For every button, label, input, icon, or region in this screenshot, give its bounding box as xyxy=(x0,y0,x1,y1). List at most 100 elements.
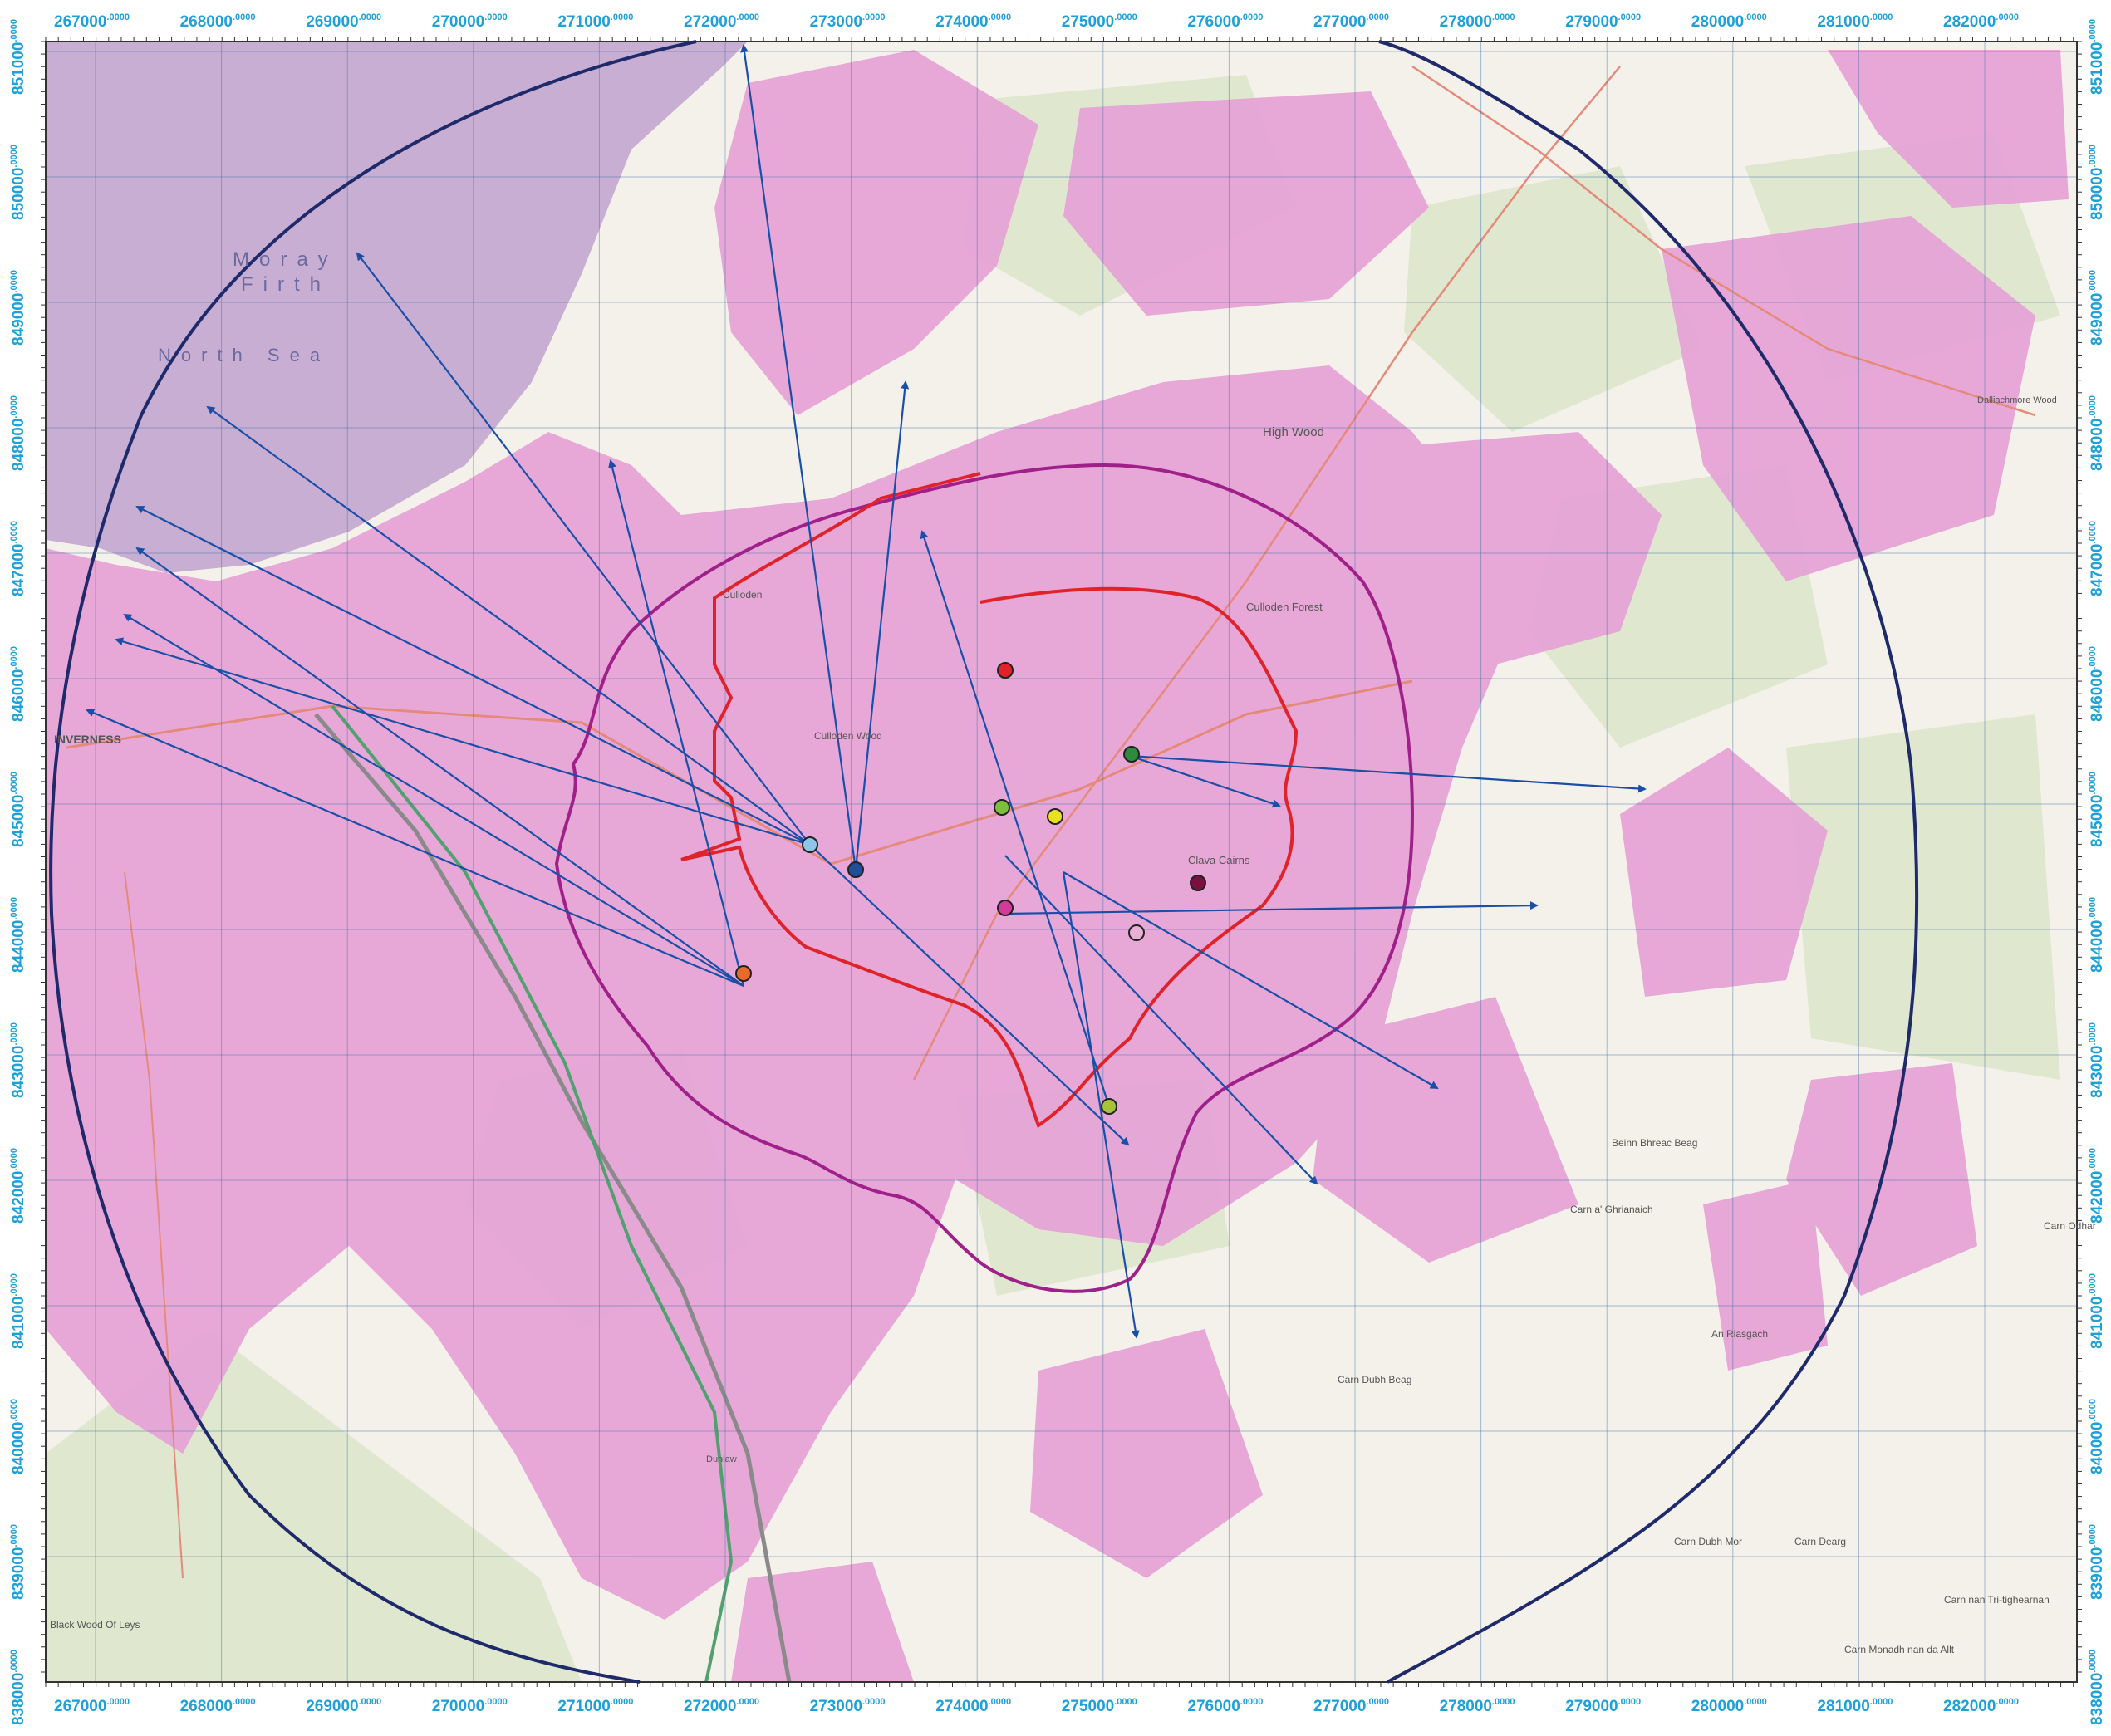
outer-radius-ring xyxy=(49,40,1919,1684)
easting-label-bottom: 282000.0000 xyxy=(1943,1697,2019,1715)
viewpoint-red xyxy=(997,662,1014,679)
label-carn-dubh-beag: Carn Dubh Beag xyxy=(1338,1374,1411,1385)
viewpoint-orange xyxy=(735,965,752,982)
easting-label-bottom: 268000.0000 xyxy=(180,1697,256,1715)
northing-label-right: 838000.0000 xyxy=(2088,1650,2106,1725)
northing-label-left: 838000.0000 xyxy=(9,1650,27,1725)
border-ticks xyxy=(41,37,2082,1687)
label-carn-dearg: Carn Dearg xyxy=(1794,1536,1846,1547)
label-carn-monadh: Carn Monadh nan da Allt xyxy=(1844,1644,1955,1655)
viewpoint-dark-green xyxy=(1123,746,1140,763)
label-carn-dubh-mor: Carn Dubh Mor xyxy=(1674,1536,1742,1547)
easting-label-bottom: 275000.0000 xyxy=(1062,1697,1137,1715)
easting-label-top: 269000.0000 xyxy=(306,12,381,31)
northing-label-right: 843000.0000 xyxy=(2088,1022,2106,1098)
label-beinn-bhreac: Beinn Bhreac Beag xyxy=(1612,1137,1697,1149)
label-high-wood: High Wood xyxy=(1263,425,1324,439)
label-black-wood: Black Wood Of Leys xyxy=(50,1619,140,1631)
easting-label-bottom: 272000.0000 xyxy=(684,1697,759,1715)
label-north-sea: North Sea xyxy=(158,345,330,365)
label-culloden-wood: Culloden Wood xyxy=(814,730,882,742)
easting-label-bottom: 269000.0000 xyxy=(306,1697,381,1715)
northing-label-right: 849000.0000 xyxy=(2088,270,2106,346)
viewpoint-light-pink xyxy=(1128,924,1145,941)
viewpoint-light-blue xyxy=(802,836,818,853)
easting-label-bottom: 274000.0000 xyxy=(935,1697,1011,1715)
easting-label-bottom: 267000.0000 xyxy=(54,1697,130,1715)
northing-label-right: 840000.0000 xyxy=(2088,1399,2106,1474)
easting-label-top: 282000.0000 xyxy=(1943,12,2019,31)
northing-label-left: 841000.0000 xyxy=(9,1273,27,1349)
easting-label-top: 277000.0000 xyxy=(1313,12,1389,31)
sight-lines xyxy=(86,44,1647,1339)
easting-label-bottom: 280000.0000 xyxy=(1691,1697,1767,1715)
easting-label-top: 270000.0000 xyxy=(432,12,508,31)
northing-label-right: 845000.0000 xyxy=(2088,772,2106,847)
viewpoint-markers xyxy=(735,662,1206,1115)
easting-labels-bottom: 267000.0000 268000.0000 269000.0000 270000.… xyxy=(54,1697,2019,1715)
northing-labels-left: 851000.0000 850000.0000 849000.0000 848000.… xyxy=(9,19,27,1725)
easting-label-bottom: 279000.0000 xyxy=(1565,1697,1641,1715)
easting-label-top: 273000.0000 xyxy=(810,12,886,31)
easting-label-top: 268000.0000 xyxy=(180,12,256,31)
easting-label-bottom: 277000.0000 xyxy=(1313,1697,1389,1715)
easting-label-bottom: 271000.0000 xyxy=(557,1697,633,1715)
northing-label-left: 844000.0000 xyxy=(9,897,27,973)
easting-label-top: 275000.0000 xyxy=(1062,12,1137,31)
northing-label-right: 842000.0000 xyxy=(2088,1148,2106,1224)
easting-label-top: 281000.0000 xyxy=(1817,12,1893,31)
red-boundary xyxy=(680,472,1299,1129)
northing-label-left: 850000.0000 xyxy=(9,145,27,220)
easting-label-top: 278000.0000 xyxy=(1440,12,1515,31)
viewpoint-magenta xyxy=(997,900,1014,916)
northing-label-left: 847000.0000 xyxy=(9,521,27,596)
northing-label-left: 851000.0000 xyxy=(9,19,27,95)
easting-label-bottom: 278000.0000 xyxy=(1440,1697,1515,1715)
easting-label-bottom: 270000.0000 xyxy=(432,1697,508,1715)
northing-label-left: 846000.0000 xyxy=(9,646,27,722)
northing-label-right: 850000.0000 xyxy=(2088,145,2106,220)
northing-label-left: 849000.0000 xyxy=(9,270,27,346)
northing-label-left: 840000.0000 xyxy=(9,1399,27,1474)
label-an-riasgach: An Riasgach xyxy=(1711,1328,1768,1340)
northing-label-right: 851000.0000 xyxy=(2088,19,2106,95)
label-carn-odhar: Carn Odhar xyxy=(2044,1220,2096,1232)
viewpoint-yellow xyxy=(1047,808,1063,825)
viewpoint-olive xyxy=(1101,1098,1117,1115)
viewpoint-maroon xyxy=(1190,875,1206,891)
label-dunlaw: Dunlaw xyxy=(706,1454,737,1464)
northing-label-left: 839000.0000 xyxy=(9,1524,27,1600)
easting-label-bottom: 281000.0000 xyxy=(1817,1697,1893,1715)
northing-label-left: 845000.0000 xyxy=(9,772,27,847)
label-dalliach: Dalliachmore Wood xyxy=(1977,395,2057,405)
label-carn-nan: Carn nan Tri-tighearnan xyxy=(1944,1594,2050,1606)
label-inverness: INVERNESS xyxy=(54,733,121,746)
northing-label-right: 848000.0000 xyxy=(2088,395,2106,471)
easting-label-bottom: 276000.0000 xyxy=(1187,1697,1263,1715)
visibility-zones xyxy=(46,50,2069,1682)
purple-contour xyxy=(554,463,1415,1293)
label-culloden: Culloden xyxy=(723,589,762,601)
easting-label-top: 279000.0000 xyxy=(1565,12,1641,31)
northing-label-right: 844000.0000 xyxy=(2088,897,2106,973)
easting-label-top: 276000.0000 xyxy=(1187,12,1263,31)
northing-label-right: 847000.0000 xyxy=(2088,521,2106,596)
northing-label-right: 841000.0000 xyxy=(2088,1273,2106,1349)
easting-label-top: 280000.0000 xyxy=(1691,12,1767,31)
viewpoint-navy xyxy=(847,861,864,878)
label-clava-cairns: Clava Cairns xyxy=(1188,854,1250,866)
label-carn-ghrianaich: Carn a' Ghrianaich xyxy=(1570,1204,1653,1215)
map-frame xyxy=(45,41,2078,1683)
easting-label-bottom: 273000.0000 xyxy=(810,1697,886,1715)
label-firth: Firth xyxy=(241,273,331,296)
northing-label-left: 842000.0000 xyxy=(9,1148,27,1224)
place-labels: Moray Firth North Sea INVERNESS High Woo… xyxy=(50,248,2096,1655)
northing-labels-right: 851000.0000 850000.0000 849000.0000 848000.… xyxy=(2088,19,2106,1725)
easting-label-top: 267000.0000 xyxy=(54,12,130,31)
northing-label-right: 839000.0000 xyxy=(2088,1524,2106,1600)
grid-lines xyxy=(46,42,2077,1683)
northing-label-left: 843000.0000 xyxy=(9,1022,27,1098)
viewpoint-light-green xyxy=(994,799,1010,816)
easting-label-top: 272000.0000 xyxy=(684,12,759,31)
